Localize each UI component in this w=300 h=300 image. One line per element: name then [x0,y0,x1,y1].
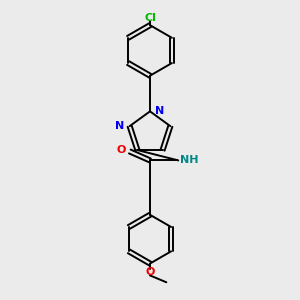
Text: Cl: Cl [144,13,156,23]
Text: O: O [117,145,126,155]
Text: N: N [155,106,165,116]
Text: O: O [145,268,155,278]
Text: N: N [115,121,124,130]
Text: NH: NH [180,155,198,165]
